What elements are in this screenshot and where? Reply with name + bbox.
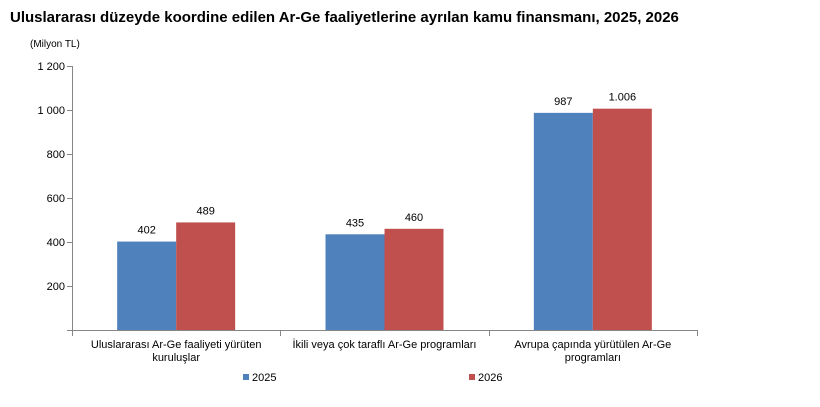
x-category-label: Uluslararası Ar-Ge faaliyeti yürüten kuru… <box>91 339 262 364</box>
legend: 2025 2026 <box>243 372 502 384</box>
bar-2026 <box>592 108 652 331</box>
bar-2026 <box>176 222 236 330</box>
x-category-label-line: Avrupa çapında yürütülen Ar-Ge <box>514 339 671 351</box>
bar-2025 <box>117 241 177 330</box>
data-label-2025: 402 <box>137 225 155 237</box>
legend-label-2026: 2026 <box>478 372 502 384</box>
x-category-label-line: kuruluşlar <box>152 352 200 364</box>
y-tick-label: 200 <box>47 281 65 293</box>
x-category-label: İkili veya çok taraflı Ar-Ge programları <box>292 338 476 351</box>
bar-2026 <box>384 228 444 330</box>
data-label-2026: 489 <box>196 205 214 217</box>
y-tick-label: 1 200 <box>37 61 65 73</box>
data-label-2025: 987 <box>554 96 572 108</box>
x-category-label: Avrupa çapında yürütülen Ar-Ge programlar… <box>514 339 671 364</box>
y-tick-label: 400 <box>47 237 65 249</box>
data-label-2025: 435 <box>346 217 364 229</box>
legend-swatch-2026 <box>469 374 475 380</box>
bar-2025 <box>533 112 593 330</box>
bars <box>117 108 652 331</box>
bar-2025 <box>325 234 385 330</box>
y-tick-label: 600 <box>47 193 65 205</box>
y-unit-label: (Milyon TL) <box>30 39 80 50</box>
axes: 200 400 600 800 1 000 1 200 Uluslararası Ar-Ge… <box>37 61 698 364</box>
legend-label-2025: 2025 <box>252 372 276 384</box>
data-label-2026: 460 <box>405 212 423 224</box>
x-category-label-line: Uluslararası Ar-Ge faaliyeti yürüten <box>91 339 262 351</box>
legend-swatch-2025 <box>243 374 249 380</box>
y-tick-label: 1 000 <box>37 105 65 117</box>
x-category-label-line: İkili veya çok taraflı Ar-Ge programları <box>292 338 476 351</box>
chart-title: Uluslararası düzeyde koordine edilen Ar-… <box>10 9 679 26</box>
x-category-label-line: programları <box>565 352 621 364</box>
y-tick-label: 800 <box>47 149 65 161</box>
data-labels: 402 489 435 460 987 1.006 <box>137 92 636 237</box>
data-label-2026: 1.006 <box>609 92 637 104</box>
